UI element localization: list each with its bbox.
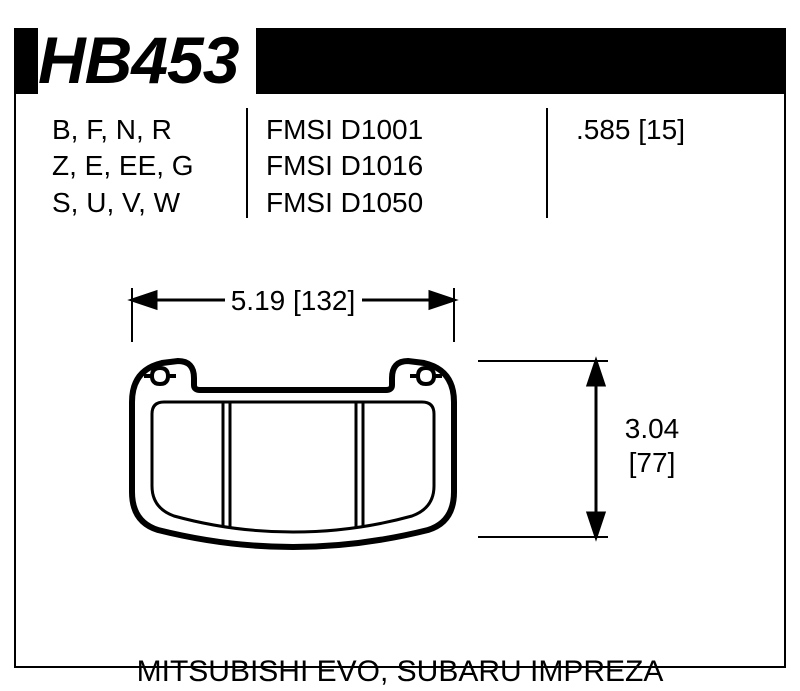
compounds-line2: Z, E, EE, G — [52, 148, 246, 184]
width-label: 5.19 [132] — [231, 285, 356, 316]
thickness-inches: .585 — [576, 114, 631, 145]
brake-pad-drawing: 5.19 [132] 3.04 [77] — [0, 230, 800, 630]
thickness-column: .585 [15] — [546, 108, 772, 218]
thickness-mm: [15] — [638, 114, 685, 145]
fmsi-line1: FMSI D1001 — [266, 112, 546, 148]
fmsi-line3: FMSI D1050 — [266, 185, 546, 221]
part-number: HB453 — [38, 22, 256, 98]
fmsi-column: FMSI D1001 FMSI D1016 FMSI D1050 — [246, 108, 546, 218]
fmsi-line2: FMSI D1016 — [266, 148, 546, 184]
height-mm-label: [77] — [629, 447, 676, 478]
compounds-column: B, F, N, R Z, E, EE, G S, U, V, W — [14, 108, 246, 218]
compounds-line3: S, U, V, W — [52, 185, 246, 221]
height-dimension — [478, 361, 608, 537]
vehicles-label: MITSUBISHI EVO, SUBARU IMPREZA — [0, 655, 800, 689]
compounds-line1: B, F, N, R — [52, 112, 246, 148]
brake-pad-shape — [132, 361, 454, 547]
spec-row: B, F, N, R Z, E, EE, G S, U, V, W FMSI D… — [14, 108, 786, 218]
height-inches-label: 3.04 — [625, 413, 680, 444]
